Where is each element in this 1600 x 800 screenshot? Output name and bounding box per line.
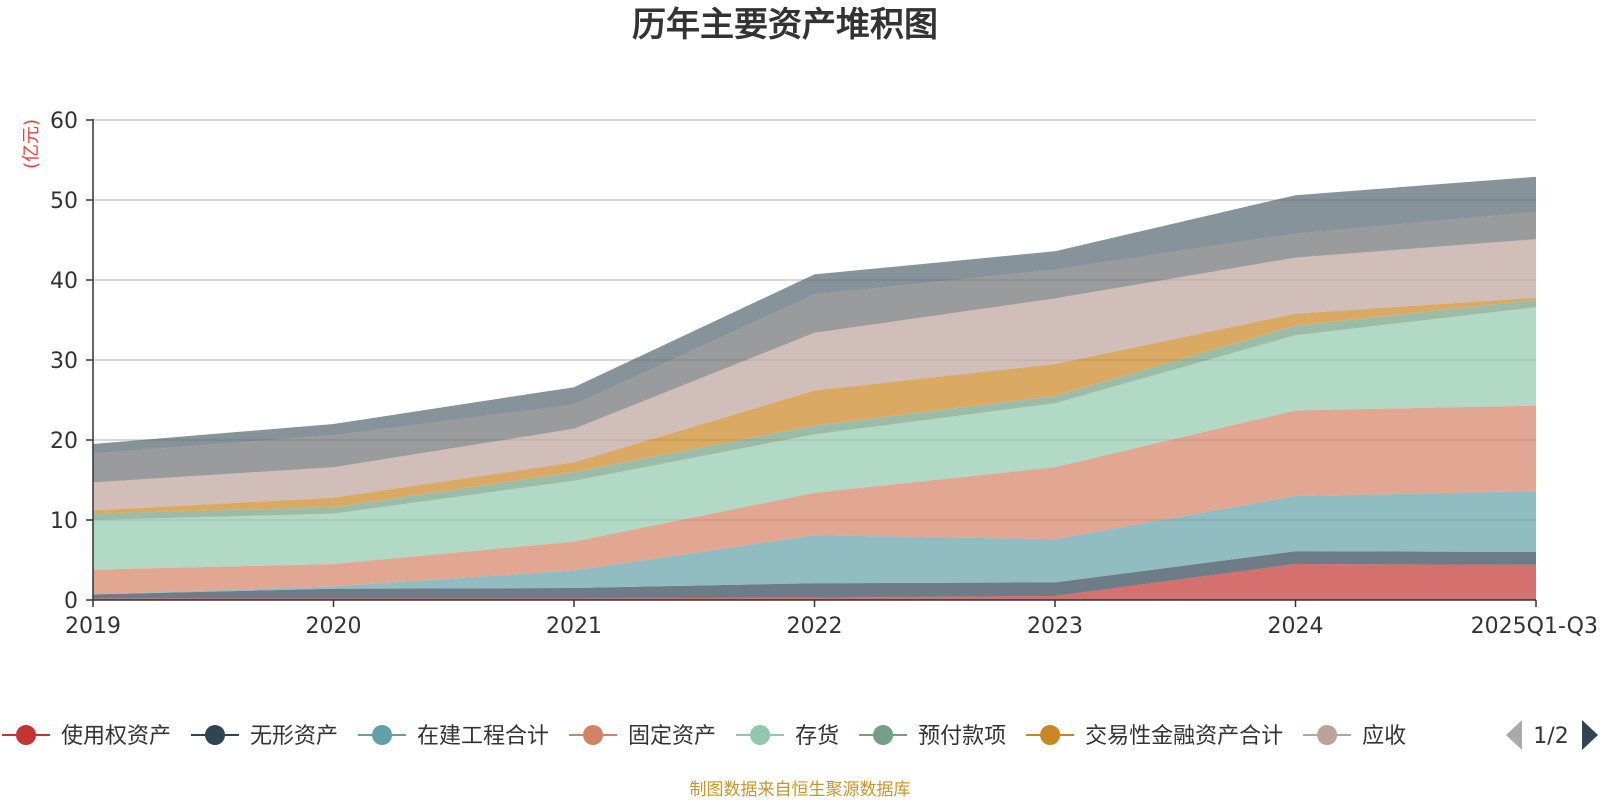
- x-tick-label: 2020: [306, 614, 362, 639]
- legend-label: 交易性金融资产合计: [1085, 724, 1283, 749]
- legend-item[interactable]: 在建工程合计: [358, 724, 549, 749]
- area-series[interactable]: [93, 405, 1536, 595]
- legend-item[interactable]: 存货: [736, 724, 839, 749]
- legend-label: 在建工程合计: [417, 724, 549, 749]
- x-tick-label: 2024: [1268, 614, 1324, 639]
- legend-dot-icon: [750, 725, 771, 745]
- legend-label: 存货: [795, 724, 839, 749]
- x-tick-label: 2022: [787, 614, 843, 639]
- legend-prev-page-icon[interactable]: [1506, 720, 1522, 750]
- area-series[interactable]: [93, 307, 1536, 570]
- legend-dot-icon: [873, 725, 894, 745]
- y-tick-label: 0: [64, 589, 78, 614]
- area-series[interactable]: [93, 297, 1536, 514]
- x-tick-label: 2019: [65, 614, 121, 639]
- legend-label: 应收: [1362, 724, 1406, 749]
- y-tick-label: 40: [50, 269, 78, 294]
- legend-items[interactable]: 使用权资产 无形资产 在建工程合计 固定资产 存货 预付款项 交易性金融资产合计 应收: [2, 724, 1406, 749]
- legend-dot-icon: [205, 725, 226, 745]
- legend[interactable]: 使用权资产 无形资产 在建工程合计 固定资产 存货 预付款项 交易性金融资产合计 应收: [2, 724, 1406, 749]
- legend-item[interactable]: 应收: [1303, 724, 1406, 749]
- legend-item[interactable]: 预付款项: [859, 724, 1006, 749]
- legend-label: 使用权资产: [61, 724, 171, 749]
- legend-item[interactable]: 交易性金融资产合计: [1026, 724, 1283, 749]
- x-tick-label: 2021: [546, 614, 602, 639]
- y-tick-label: 60: [50, 109, 78, 134]
- legend-item[interactable]: 固定资产: [569, 724, 716, 749]
- legend-item[interactable]: 使用权资产: [2, 724, 171, 749]
- area-series[interactable]: [93, 551, 1536, 599]
- legend-label: 预付款项: [918, 724, 1006, 749]
- legend-item[interactable]: 无形资产: [191, 724, 338, 749]
- y-tick-label: 10: [50, 509, 78, 534]
- area-series[interactable]: [93, 300, 1536, 520]
- legend-dot-icon: [16, 725, 36, 745]
- y-tick-label: 30: [50, 349, 78, 374]
- legend-dot-icon: [583, 725, 604, 745]
- y-tick-label: 50: [50, 189, 78, 214]
- legend-dot-icon: [372, 725, 393, 745]
- legend-label: 无形资产: [250, 724, 338, 749]
- y-tick-label: 20: [50, 429, 78, 454]
- area-series[interactable]: [93, 176, 1536, 454]
- x-tick-label: 2023: [1027, 614, 1083, 639]
- area-series[interactable]: [93, 239, 1536, 511]
- legend-pager[interactable]: 1/2: [1506, 720, 1598, 750]
- data-source-note: 制图数据来自恒生聚源数据库: [690, 780, 911, 800]
- y-axis-unit-label: (亿元): [21, 119, 42, 169]
- area-series[interactable]: [93, 491, 1536, 595]
- axes: 0 10 20 30 40 50 60 2019 2020 2021 2022 2023 2024 202…: [50, 109, 1598, 639]
- x-tick-label: 2025Q1-Q3: [1471, 614, 1598, 639]
- legend-dot-icon: [1040, 725, 1061, 745]
- legend-label: 固定资产: [628, 724, 716, 749]
- legend-next-page-icon[interactable]: [1582, 720, 1598, 750]
- stacked-areas[interactable]: [93, 176, 1536, 600]
- legend-dot-icon: [1317, 725, 1338, 745]
- area-series[interactable]: [93, 212, 1536, 483]
- chart-title: 历年主要资产堆积图: [632, 5, 938, 45]
- area-series[interactable]: [93, 564, 1536, 600]
- legend-page-indicator: 1/2: [1533, 724, 1568, 749]
